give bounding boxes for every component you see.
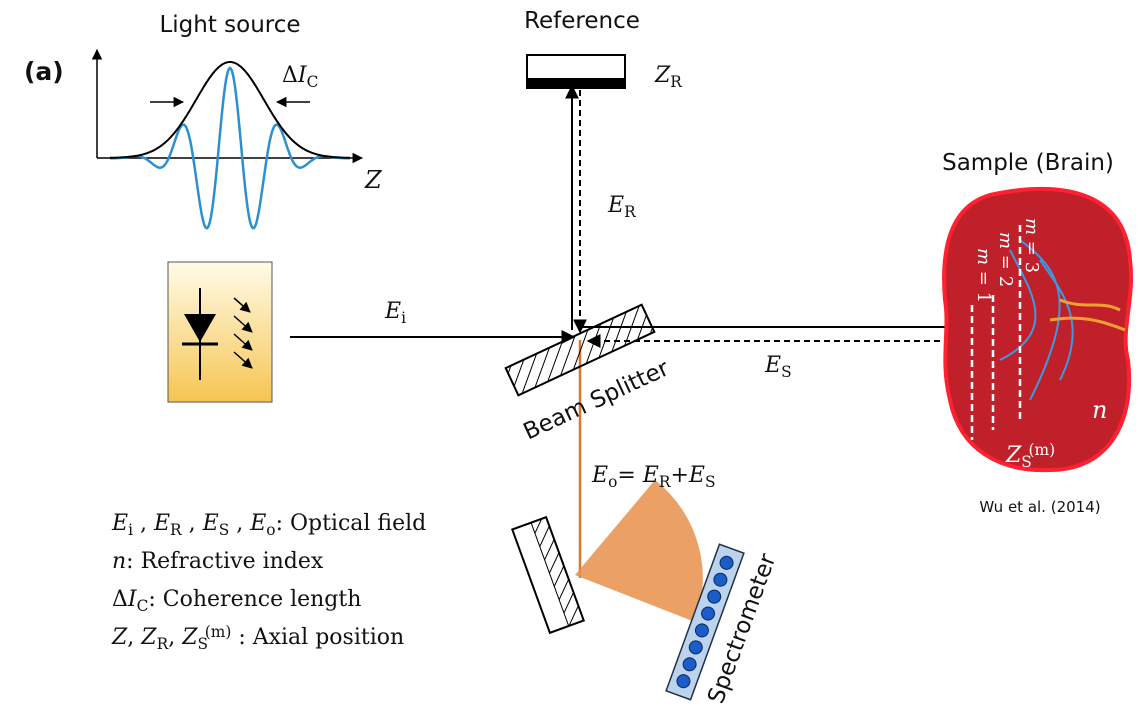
math-label: ER xyxy=(607,193,636,221)
label-part: Z xyxy=(140,625,157,650)
panel-label: (a) xyxy=(24,57,64,86)
label-part: m xyxy=(1021,218,1042,235)
label-part: E xyxy=(384,299,401,324)
math-label: n xyxy=(1092,396,1107,424)
label-part: E xyxy=(202,511,219,536)
label-part: Z xyxy=(364,166,383,194)
citation: Wu et al. (2014) xyxy=(979,498,1100,516)
math-label: Z xyxy=(364,166,383,194)
label-part: E xyxy=(249,511,266,536)
coherence-plot xyxy=(97,50,362,228)
legend-line: Ei , ER , ES , Eo: Optical field xyxy=(111,511,426,539)
math-label: m = 3 xyxy=(1021,218,1042,273)
label-part: = 3 xyxy=(1021,235,1042,273)
label-part: E xyxy=(688,463,705,488)
label-part: Z xyxy=(111,625,128,650)
math-label: m = 2 xyxy=(995,232,1016,287)
label-part: m xyxy=(973,248,994,265)
label-part: C xyxy=(307,73,319,91)
math-label: ES xyxy=(764,353,792,381)
label-part: , xyxy=(133,511,154,536)
label-part: E xyxy=(607,193,624,218)
math-label: ΔIC xyxy=(282,63,318,91)
label-part: i xyxy=(401,309,406,327)
label-part: Z xyxy=(181,625,198,650)
legend-line: Z, ZR, ZS(m) : Axial position xyxy=(111,623,404,652)
label-part: n xyxy=(112,549,126,574)
label-part: m xyxy=(995,232,1016,249)
label-part: = 2 xyxy=(995,249,1016,287)
label-part: , xyxy=(127,625,141,650)
label-part: E xyxy=(111,511,128,536)
label-part: R xyxy=(624,203,636,221)
label-part: (m) xyxy=(205,623,232,641)
diagram: (a) Light source Reference Sample (Brain… xyxy=(0,0,1138,709)
label-part: : Optical field xyxy=(276,511,427,536)
light-emitter xyxy=(168,262,272,402)
label-part: = xyxy=(617,463,642,488)
math-label: Eo= ER+ES xyxy=(591,463,715,491)
label-part: , xyxy=(229,511,250,536)
label-part: R xyxy=(170,521,182,539)
label-part: + xyxy=(670,463,688,488)
label-part: Δ xyxy=(112,587,128,612)
reference-title: Reference xyxy=(524,8,640,34)
math-label: ZR xyxy=(654,63,682,91)
label-part: o xyxy=(608,473,617,491)
sample-title: Sample (Brain) xyxy=(942,150,1114,176)
label-part: S xyxy=(705,473,716,491)
label-part: E xyxy=(153,511,170,536)
label-part: Z xyxy=(1005,443,1022,468)
label-part: S xyxy=(219,521,230,539)
grating xyxy=(512,517,583,633)
label-part: , xyxy=(182,511,203,536)
label-part: Z xyxy=(654,63,671,88)
label-part: S xyxy=(781,363,792,381)
legend-line: ΔIC: Coherence length xyxy=(112,587,361,615)
label-part: R xyxy=(670,73,682,91)
label-part: E xyxy=(764,353,781,378)
math-label: m = 1 xyxy=(973,248,994,303)
label-part: : Coherence length xyxy=(148,587,361,612)
label-part: Δ xyxy=(282,63,298,88)
label-part: R xyxy=(157,635,169,653)
label-part: R xyxy=(659,473,671,491)
legend-line: n: Refractive index xyxy=(112,549,324,574)
label-part: C xyxy=(137,597,149,615)
label-part: : Refractive index xyxy=(126,549,324,574)
dispersion-fan xyxy=(575,480,703,622)
label-part: , xyxy=(168,625,182,650)
label-part: n xyxy=(1092,396,1107,424)
reference-mirror xyxy=(527,55,625,88)
light-source-title: Light source xyxy=(159,12,300,38)
label-part: : Axial position xyxy=(231,625,404,650)
label-part: E xyxy=(591,463,608,488)
math-label: Ei xyxy=(384,299,406,327)
label-part: = 1 xyxy=(973,265,994,303)
label-part: o xyxy=(266,521,275,539)
label-part: E xyxy=(642,463,659,488)
label-part: (m) xyxy=(1029,441,1056,459)
